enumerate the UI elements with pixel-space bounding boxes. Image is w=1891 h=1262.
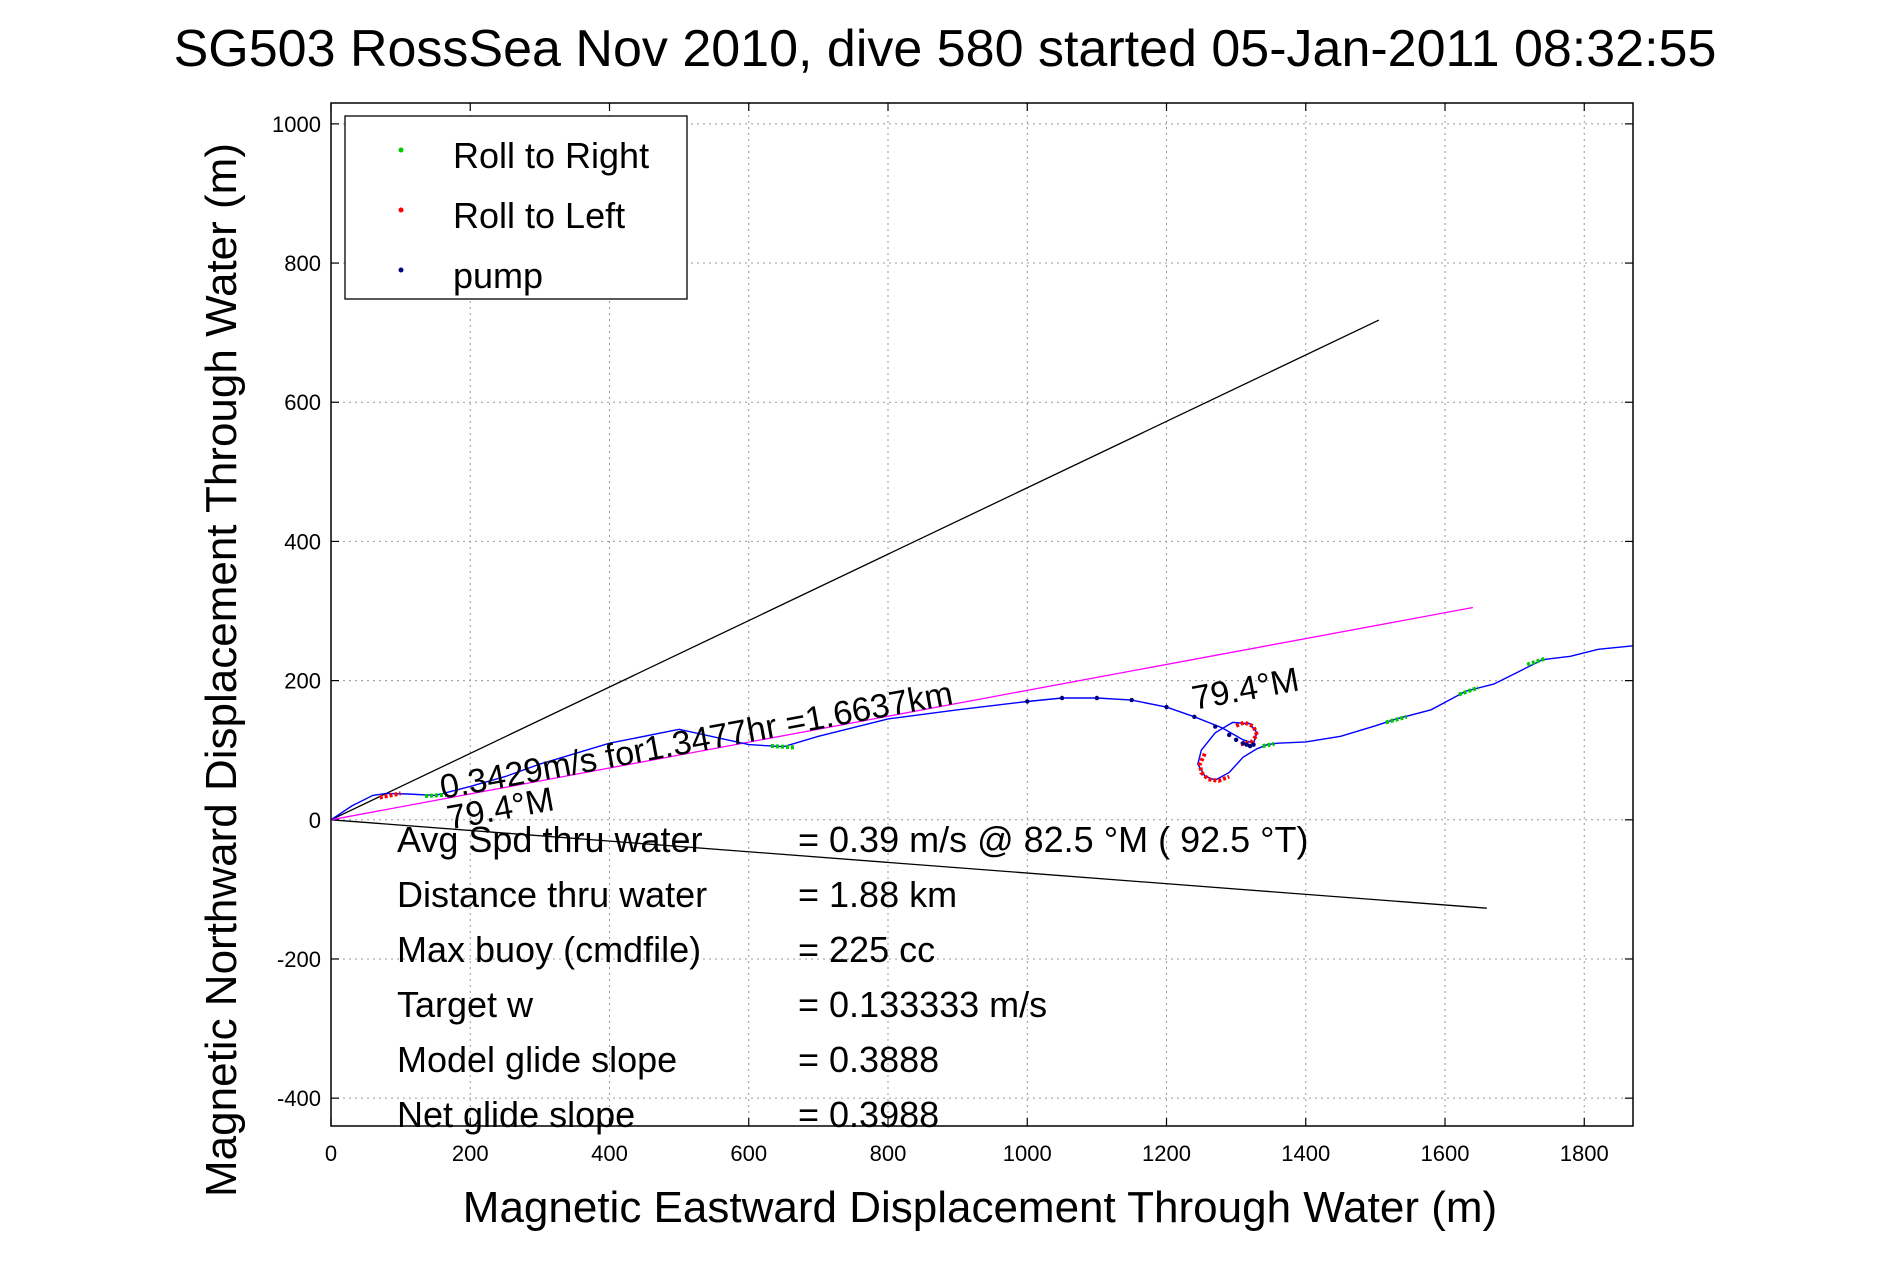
x-tick-label: 1400 — [1281, 1141, 1330, 1166]
roll-right-segment — [424, 792, 447, 799]
y-axis-label: Magnetic Northward Displacement Through … — [197, 143, 246, 1197]
y-axis-ticks: -400 -200 0 200 400 600 800 1000 — [272, 112, 1633, 1111]
y-tick-label: -200 — [277, 947, 321, 972]
roll-right-segment — [770, 744, 795, 750]
stat-label: Avg Spd thru water — [397, 819, 703, 860]
y-tick-label: 0 — [309, 808, 321, 833]
stats-block: Avg Spd thru water = 0.39 m/s @ 82.5 °M (… — [397, 819, 1309, 1135]
pump-point — [1164, 704, 1169, 710]
legend-marker — [398, 147, 404, 153]
stat-value: = 225 cc — [798, 929, 935, 970]
y-tick-label: 400 — [284, 529, 321, 554]
x-tick-label: 0 — [325, 1141, 337, 1166]
pump-point — [1094, 695, 1100, 701]
roll-left-segment — [1197, 752, 1230, 783]
pump-point — [1226, 732, 1232, 738]
stat-value: = 0.39 m/s @ 82.5 °M ( 92.5 °T) — [798, 819, 1309, 860]
roll-right-segment — [1385, 714, 1408, 725]
legend-label: Roll to Left — [453, 195, 625, 236]
stat-label: Net glide slope — [397, 1094, 635, 1135]
x-axis-label: Magnetic Eastward Displacement Through W… — [463, 1183, 1497, 1232]
pump-point — [1059, 695, 1065, 701]
legend-label: pump — [453, 255, 543, 296]
roll-right-segment — [1262, 741, 1275, 748]
y-tick-label: 200 — [284, 669, 321, 694]
pump-point — [1192, 714, 1197, 719]
x-axis-ticks: 0 200 400 600 800 1000 1200 1400 1600 1800 — [325, 103, 1609, 1166]
legend-marker — [398, 267, 404, 273]
pump-point — [1213, 724, 1218, 729]
reference-line — [330, 319, 1380, 821]
y-tick-label: 800 — [284, 251, 321, 276]
legend: Roll to Right Roll to Left pump — [344, 115, 688, 300]
roll-left-segment — [379, 791, 401, 800]
series-layer — [330, 645, 1634, 821]
reference-lines — [330, 319, 1487, 909]
x-tick-label: 1200 — [1142, 1141, 1191, 1166]
stat-value: = 1.88 km — [798, 874, 957, 915]
pump-point — [1247, 743, 1253, 749]
legend-marker — [398, 207, 404, 213]
x-tick-label: 800 — [870, 1141, 907, 1166]
y-tick-label: 1000 — [272, 112, 321, 137]
pump-point — [1233, 737, 1239, 742]
stat-label: Target w — [397, 984, 534, 1025]
legend-label: Roll to Right — [453, 135, 649, 176]
x-tick-label: 1600 — [1421, 1141, 1470, 1166]
x-tick-label: 1000 — [1003, 1141, 1052, 1166]
x-tick-label: 1800 — [1560, 1141, 1609, 1166]
stat-value: = 0.3888 — [798, 1039, 939, 1080]
chart-title: SG503 RossSea Nov 2010, dive 580 started… — [174, 20, 1717, 78]
pump-point — [1244, 742, 1249, 747]
x-tick-label: 600 — [730, 1141, 767, 1166]
stat-value: = 0.3988 — [798, 1094, 939, 1135]
pump-point — [1251, 742, 1256, 747]
y-tick-label: -400 — [277, 1086, 321, 1111]
stat-label: Max buoy (cmdfile) — [397, 929, 701, 970]
y-tick-label: 600 — [284, 390, 321, 415]
x-tick-label: 400 — [591, 1141, 628, 1166]
roll-right-segment — [1458, 685, 1480, 697]
stat-label: Distance thru water — [397, 874, 707, 915]
pump-point — [1129, 697, 1134, 703]
roll-right-segment — [1526, 656, 1547, 667]
stat-label: Model glide slope — [397, 1039, 677, 1080]
reference-line — [330, 606, 1474, 821]
x-tick-label: 200 — [452, 1141, 489, 1166]
reference-line — [330, 819, 1487, 909]
pump-point — [1240, 741, 1246, 746]
pump-point — [1025, 699, 1030, 704]
plot-frame — [330, 102, 1634, 1127]
roll-left-segment — [1235, 720, 1260, 747]
stat-value: = 0.133333 m/s — [798, 984, 1047, 1025]
